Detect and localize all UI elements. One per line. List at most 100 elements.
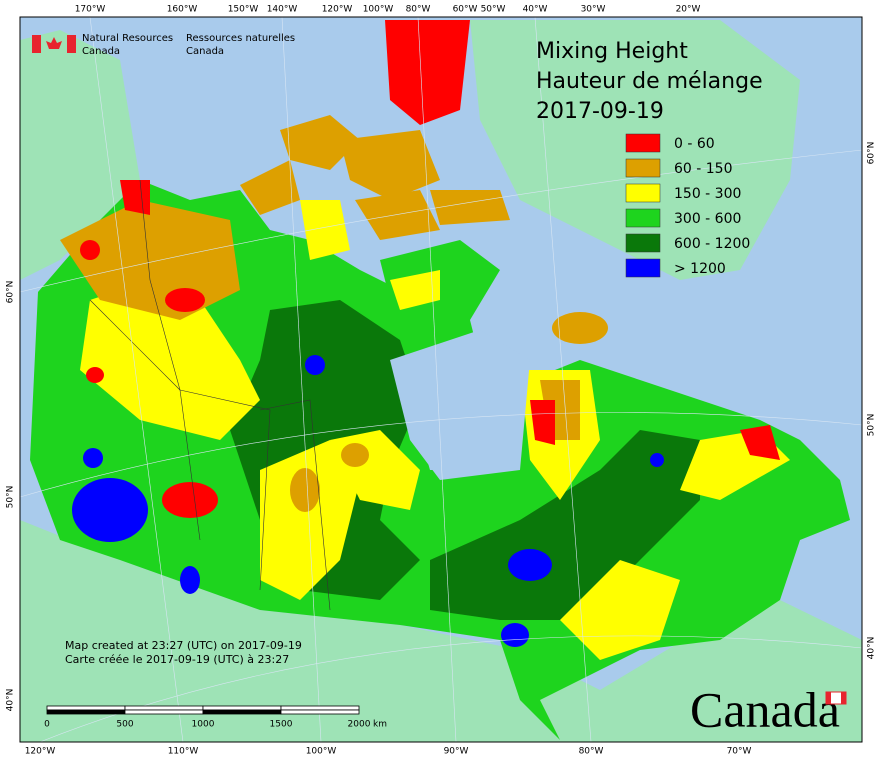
longitude-label: 80°W: [406, 5, 431, 15]
zone-dark-green: [430, 430, 700, 620]
province-border: [89, 299, 181, 391]
logo: [32, 35, 76, 53]
zone-red: [162, 482, 218, 518]
footer-text: Map created at 23:27 (UTC) on 2017-09-19: [65, 639, 302, 652]
legend-swatch: [625, 183, 661, 203]
hudson-bay: [390, 330, 530, 480]
longitude-label: 100°W: [306, 747, 337, 757]
longitude-label: 160°W: [167, 5, 198, 15]
zone-red: [740, 425, 780, 460]
arctic-island: [430, 190, 510, 225]
scale-bar-segment: [280, 705, 360, 711]
graticule-line: [39, 635, 863, 743]
longitude-label: 100°W: [363, 5, 394, 15]
ellesmere: [385, 20, 470, 125]
scale-bar-label: 1500: [270, 720, 293, 730]
longitude-label: 120°W: [322, 5, 353, 15]
header-text: Ressources naturelles: [186, 33, 295, 44]
zone-blue: [508, 549, 552, 581]
zone-yellow: [390, 270, 440, 310]
header-text: Canada: [186, 46, 224, 57]
graticule-line: [417, 16, 457, 743]
arctic-island: [240, 160, 300, 215]
longitude-label: 120°W: [25, 747, 56, 757]
province-border: [139, 179, 201, 541]
scale-bar-segment: [46, 705, 126, 711]
legend-label: 0 - 60: [674, 136, 715, 152]
longitude-label: 20°W: [676, 5, 701, 15]
zone-blue: [305, 355, 325, 375]
latitude-label: 60°N: [867, 142, 877, 165]
zone-orange: [290, 468, 320, 512]
wordmark: Canada: [690, 681, 847, 737]
zone-red: [80, 240, 100, 260]
zone-blue: [180, 566, 200, 594]
longitude-label: 110°W: [168, 747, 199, 757]
longitude-label: 140°W: [267, 5, 298, 15]
scale-bar-unit: km: [373, 720, 387, 730]
zone-orange: [552, 312, 608, 344]
usa: [20, 520, 862, 742]
legend-label: > 1200: [674, 261, 726, 277]
arctic-island: [355, 190, 440, 240]
zone-blue: [83, 448, 103, 468]
longitude-label: 30°W: [581, 5, 606, 15]
latitude-label: 50°N: [867, 414, 877, 437]
arctic-island: [300, 200, 350, 260]
graticule-line: [89, 16, 184, 743]
scale-bar-segment: [202, 705, 282, 711]
zone-yellow: [560, 560, 680, 660]
longitude-label: 60°W: [453, 5, 478, 15]
zone-red: [530, 400, 555, 445]
scale-bar-segment: [202, 709, 282, 715]
longitude-label: 50°W: [481, 5, 506, 15]
scale-bar-segment: [124, 709, 204, 715]
scale-bar-segment: [46, 709, 126, 715]
zone-blue: [501, 623, 529, 647]
graticule-line: [534, 16, 592, 743]
map: [19, 16, 863, 743]
arctic-island: [340, 130, 440, 200]
zone-blue: [72, 478, 148, 542]
legend-swatch: [625, 233, 661, 253]
alaska: [20, 30, 140, 280]
legend-swatch: [625, 208, 661, 228]
header-text: Canada: [82, 46, 120, 57]
zone-red: [86, 367, 104, 383]
graticule-line: [19, 412, 863, 498]
zone-yellow: [260, 440, 360, 600]
flag-leaf: [46, 37, 62, 49]
latitude-label: 50°N: [6, 486, 16, 509]
longitude-label: 150°W: [228, 5, 259, 15]
graticule-line: [19, 149, 863, 293]
longitude-label: 40°W: [523, 5, 548, 15]
title-date: 2017-09-19: [536, 99, 664, 124]
graticule-line: [281, 16, 322, 743]
latitude-label: 60°N: [6, 281, 16, 304]
legend-label: 600 - 1200: [674, 236, 750, 252]
longitude-label: 70°W: [727, 747, 752, 757]
zone-yellow: [80, 280, 260, 440]
province-border: [179, 389, 271, 591]
longitude-label: 170°W: [75, 5, 106, 15]
arctic-island: [280, 115, 360, 170]
scale-bar-label: 0: [44, 720, 50, 730]
legend-swatch: [625, 158, 661, 178]
zone-blue: [650, 453, 664, 467]
legend-label: 150 - 300: [674, 186, 741, 202]
scale-bar-label: 1000: [192, 720, 215, 730]
title: Hauteur de mélange: [536, 69, 763, 94]
zone-orange: [341, 443, 369, 467]
latitude-label: 40°N: [6, 689, 16, 712]
flag-bar: [67, 35, 76, 53]
scale-bar-segment: [124, 705, 204, 711]
province-border: [259, 399, 331, 611]
legend-swatch: [625, 133, 661, 153]
wordmark-flag: [826, 692, 831, 704]
latitude-label: 40°N: [867, 637, 877, 660]
scale-bar-segment: [280, 709, 360, 715]
wordmark-text: Canada: [690, 681, 840, 737]
wordmark-flag: [841, 692, 846, 704]
legend-label: 60 - 150: [674, 161, 733, 177]
